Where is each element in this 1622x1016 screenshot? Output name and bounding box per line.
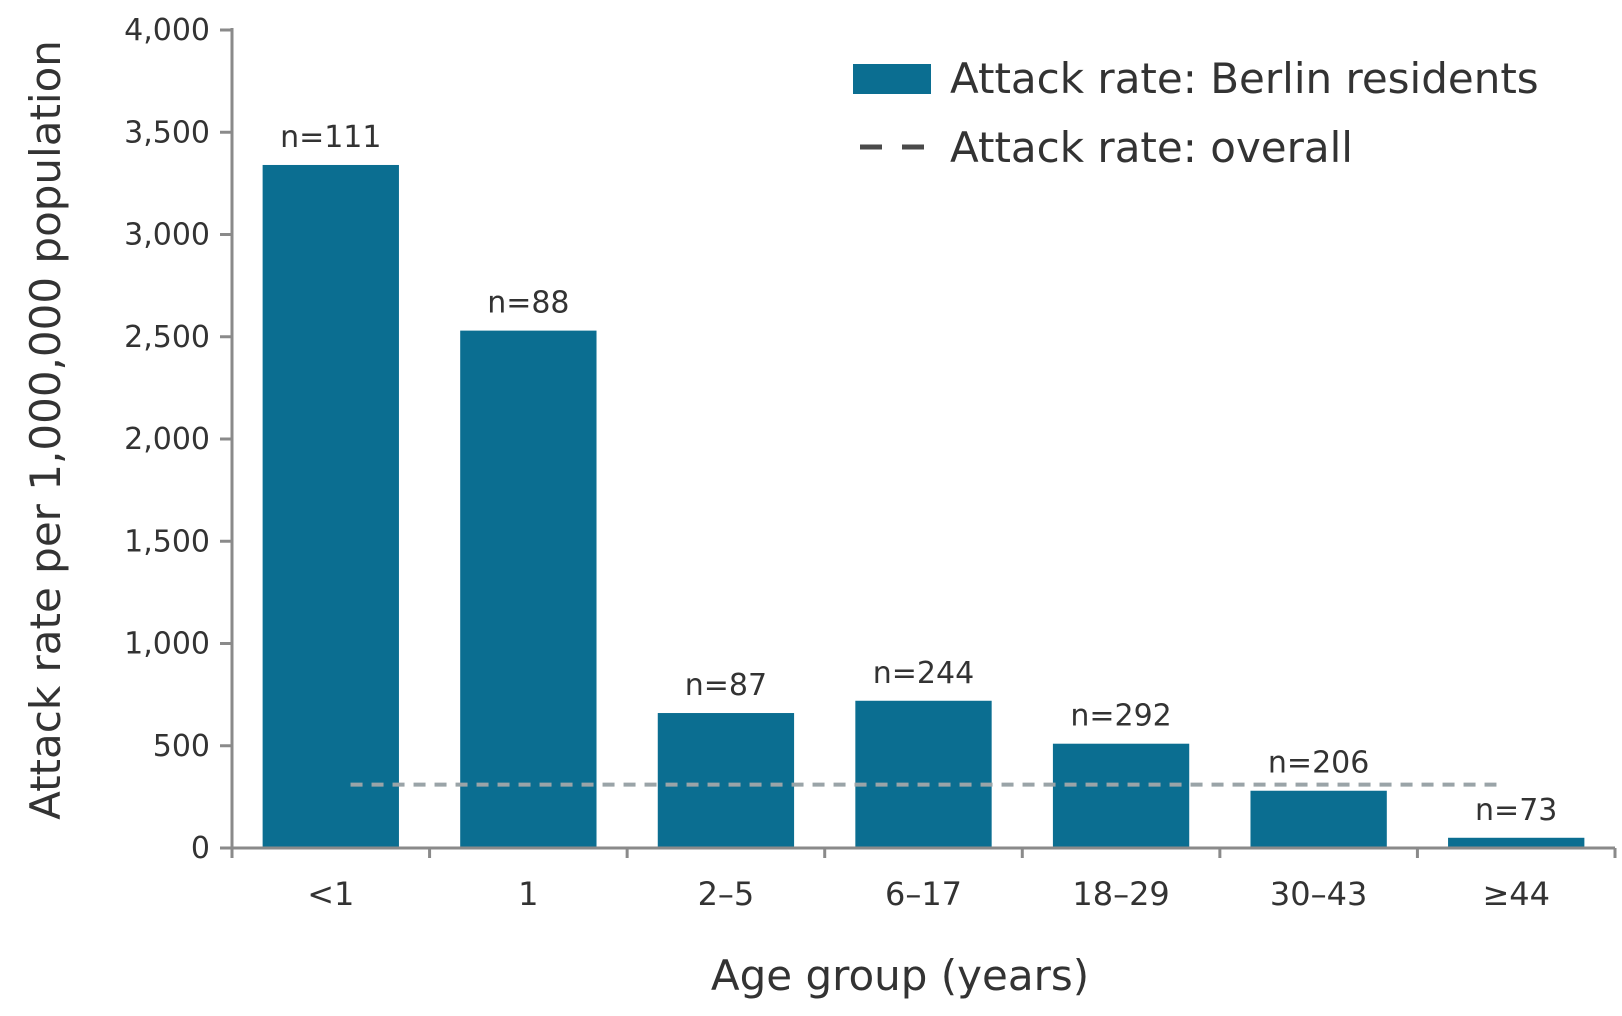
data-labels: n=111 n=88 n=87 n=244 n=292 n=206 n=73 [280,120,1557,828]
bar-data-label: n=111 [280,120,381,155]
y-tick-label: 2,000 [124,422,210,457]
y-axis-title: Attack rate per 1,000,000 population [21,40,70,820]
bar-data-label: n=87 [685,668,767,703]
y-tick-label: 2,500 [124,320,210,355]
x-tick-label: <1 [307,875,354,913]
bar-data-label: n=73 [1475,793,1557,828]
bars [262,164,1585,849]
x-axis-ticks: <1 1 2–5 6–17 18–29 30–43 ≥44 [230,848,1617,913]
bar-data-label: n=206 [1268,746,1369,781]
y-tick-label: 3,500 [124,115,210,150]
y-tick-label: 3,000 [124,218,210,253]
bar [1448,837,1585,848]
y-tick-label: 1,000 [124,627,210,662]
x-axis-title: Age group (years) [711,951,1089,1000]
x-tick-label: 2–5 [698,875,755,913]
bar [262,164,399,849]
legend-swatch-berlin-residents [853,64,931,94]
y-tick-label: 4,000 [124,13,210,48]
x-tick-label: 18–29 [1072,875,1169,913]
legend-label-berlin-residents: Attack rate: Berlin residents [950,54,1539,103]
bar-data-label: n=244 [873,656,974,691]
bar-data-label: n=88 [487,286,569,321]
x-tick-label: 1 [518,875,538,913]
y-tick-label: 500 [153,729,210,764]
bar [460,330,597,848]
legend: Attack rate: Berlin residents Attack rat… [853,54,1539,172]
y-tick-label: 0 [191,831,210,866]
y-tick-label: 1,500 [124,524,210,559]
x-tick-label: ≥44 [1482,875,1550,913]
bar [1250,790,1387,848]
bar [855,700,992,848]
x-tick-label: 6–17 [885,875,962,913]
y-axis-ticks: 0 500 1,000 1,500 2,000 2,500 3,000 3,500 4,000 [124,13,232,866]
legend-label-overall: Attack rate: overall [950,123,1353,172]
bar [657,713,795,848]
bar [1052,743,1190,848]
x-tick-label: 30–43 [1270,875,1367,913]
bar-data-label: n=292 [1070,699,1171,734]
